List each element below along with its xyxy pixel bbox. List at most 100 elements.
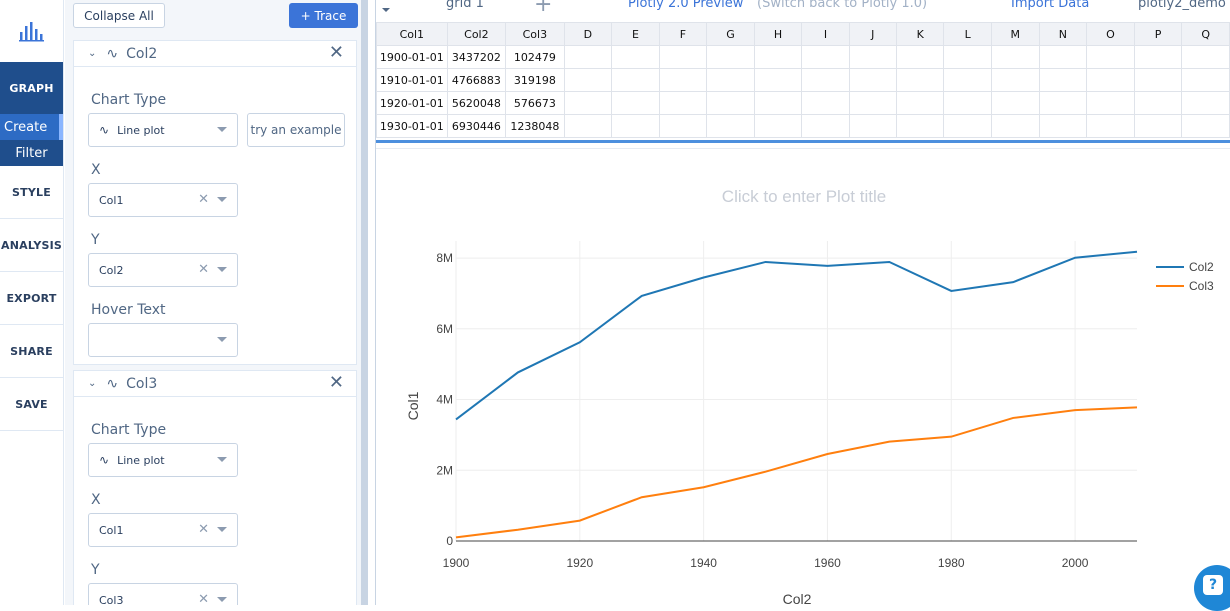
grid-cell[interactable]	[1038, 45, 1088, 69]
grid-cell[interactable]	[563, 68, 613, 92]
grid-cell[interactable]	[895, 114, 945, 138]
column-header[interactable]: F	[658, 22, 708, 46]
grid-cell[interactable]	[706, 68, 755, 92]
column-header[interactable]: Col3	[505, 22, 565, 46]
nav-style[interactable]: STYLE	[0, 166, 63, 219]
grid-cell[interactable]	[658, 45, 708, 69]
grid-cell[interactable]	[1038, 68, 1088, 92]
nav-export[interactable]: EXPORT	[0, 272, 63, 325]
trace-header[interactable]: ⌄ ∿ Col3 ✕	[74, 371, 356, 397]
column-header[interactable]: N	[1038, 22, 1088, 46]
grid-cell[interactable]	[1181, 91, 1230, 115]
grid-cell[interactable]	[848, 68, 897, 92]
close-icon[interactable]: ✕	[328, 42, 344, 63]
hover-text-select[interactable]	[88, 323, 238, 357]
grid-cell[interactable]	[895, 45, 945, 69]
grid-cell[interactable]	[611, 91, 660, 115]
clear-icon[interactable]: ✕	[198, 522, 209, 537]
grid-cell[interactable]	[1181, 68, 1230, 92]
grid-cell[interactable]: 1238048	[505, 114, 565, 138]
x-column-select[interactable]: Col1 ✕	[88, 183, 238, 217]
grid-tab[interactable]: grid 1	[446, 0, 484, 11]
grid-cell[interactable]	[611, 114, 660, 138]
nav-graph[interactable]: GRAPH	[0, 62, 63, 114]
nav-graph-create[interactable]: Create	[0, 114, 63, 140]
grid-cell[interactable]	[753, 114, 803, 138]
grid-cell[interactable]: 1920-01-01	[376, 91, 448, 115]
grid-cell[interactable]	[943, 91, 992, 115]
grid-cell[interactable]	[753, 68, 803, 92]
panel-divider[interactable]	[368, 0, 376, 605]
clear-icon[interactable]: ✕	[198, 192, 209, 207]
preview-link[interactable]: Plotly 2.0 Preview	[628, 0, 744, 11]
grid-resize-handle[interactable]	[376, 140, 1230, 143]
column-header[interactable]: Col2	[446, 22, 507, 46]
chart-type-select[interactable]: ∿ Line plot	[88, 443, 238, 477]
nav-graph-filter[interactable]: Filter	[0, 140, 63, 166]
chart-type-select[interactable]: ∿ Line plot	[88, 113, 238, 147]
try-example-button[interactable]: try an example	[247, 113, 345, 147]
grid-cell[interactable]: 1900-01-01	[376, 45, 448, 69]
grid-cell[interactable]: 4766883	[446, 68, 507, 92]
grid-cell[interactable]	[990, 68, 1040, 92]
grid-cell[interactable]	[1181, 114, 1230, 138]
grid-cell[interactable]	[801, 45, 850, 69]
column-header[interactable]: J	[848, 22, 897, 46]
user-menu[interactable]: plotly2_demo	[1138, 0, 1226, 11]
close-icon[interactable]: ✕	[328, 372, 344, 393]
add-grid-icon[interactable]: +	[534, 0, 553, 17]
panel-scrollbar[interactable]	[361, 0, 367, 605]
grid-cell[interactable]	[895, 68, 945, 92]
grid-cell[interactable]	[1086, 91, 1135, 115]
column-header[interactable]: K	[895, 22, 945, 46]
grid-cell[interactable]	[1086, 45, 1135, 69]
grid-cell[interactable]	[801, 68, 850, 92]
column-header[interactable]: E	[611, 22, 660, 46]
trace-header[interactable]: ⌄ ∿ Col2 ✕	[74, 41, 356, 67]
grid-cell[interactable]: 1930-01-01	[376, 114, 448, 138]
grid-cell[interactable]	[706, 45, 755, 69]
nav-analysis[interactable]: ANALYSIS	[0, 219, 63, 272]
chevron-down-icon[interactable]: ⌄	[88, 48, 97, 59]
grid-cell[interactable]	[658, 68, 708, 92]
grid-cell[interactable]	[706, 114, 755, 138]
x-column-select[interactable]: Col1 ✕	[88, 513, 238, 547]
column-header[interactable]: I	[801, 22, 850, 46]
nav-share[interactable]: SHARE	[0, 325, 63, 378]
chevron-down-icon[interactable]: ⌄	[88, 378, 97, 389]
grid-cell[interactable]	[895, 91, 945, 115]
nav-save[interactable]: SAVE	[0, 378, 63, 431]
grid-cell[interactable]	[1181, 45, 1230, 69]
clear-icon[interactable]: ✕	[198, 262, 209, 277]
grid-cell[interactable]	[990, 91, 1040, 115]
grid-cell[interactable]	[611, 45, 660, 69]
grid-cell[interactable]	[1133, 68, 1183, 92]
help-chat-button[interactable]: ?	[1194, 565, 1230, 611]
grid-cell[interactable]	[1038, 114, 1088, 138]
grid-cell[interactable]	[1133, 91, 1183, 115]
column-header[interactable]: D	[563, 22, 613, 46]
grid-cell[interactable]	[1038, 91, 1088, 115]
grid-cell[interactable]	[848, 45, 897, 69]
import-data-link[interactable]: Import Data	[1011, 0, 1090, 11]
column-header[interactable]: L	[943, 22, 992, 46]
column-header[interactable]: Q	[1181, 22, 1230, 46]
grid-cell[interactable]: 102479	[505, 45, 565, 69]
plotly-logo-icon[interactable]	[0, 0, 63, 62]
column-header[interactable]: Col1	[376, 22, 448, 46]
grid-cell[interactable]	[658, 91, 708, 115]
grid-cell[interactable]	[943, 114, 992, 138]
grid-cell[interactable]	[611, 68, 660, 92]
y-column-select[interactable]: Col2 ✕	[88, 253, 238, 287]
switch-back-link[interactable]: (Switch back to Plotly 1.0)	[757, 0, 928, 11]
grid-cell[interactable]	[658, 114, 708, 138]
grid-cell[interactable]	[990, 114, 1040, 138]
clear-icon[interactable]: ✕	[198, 592, 209, 605]
grid-cell[interactable]	[943, 68, 992, 92]
column-header[interactable]: O	[1086, 22, 1135, 46]
grid-cell[interactable]	[1133, 45, 1183, 69]
grid-cell[interactable]: 3437202	[446, 45, 507, 69]
grid-cell[interactable]	[943, 45, 992, 69]
grid-cell[interactable]	[706, 91, 755, 115]
chevron-down-icon[interactable]	[382, 8, 390, 12]
